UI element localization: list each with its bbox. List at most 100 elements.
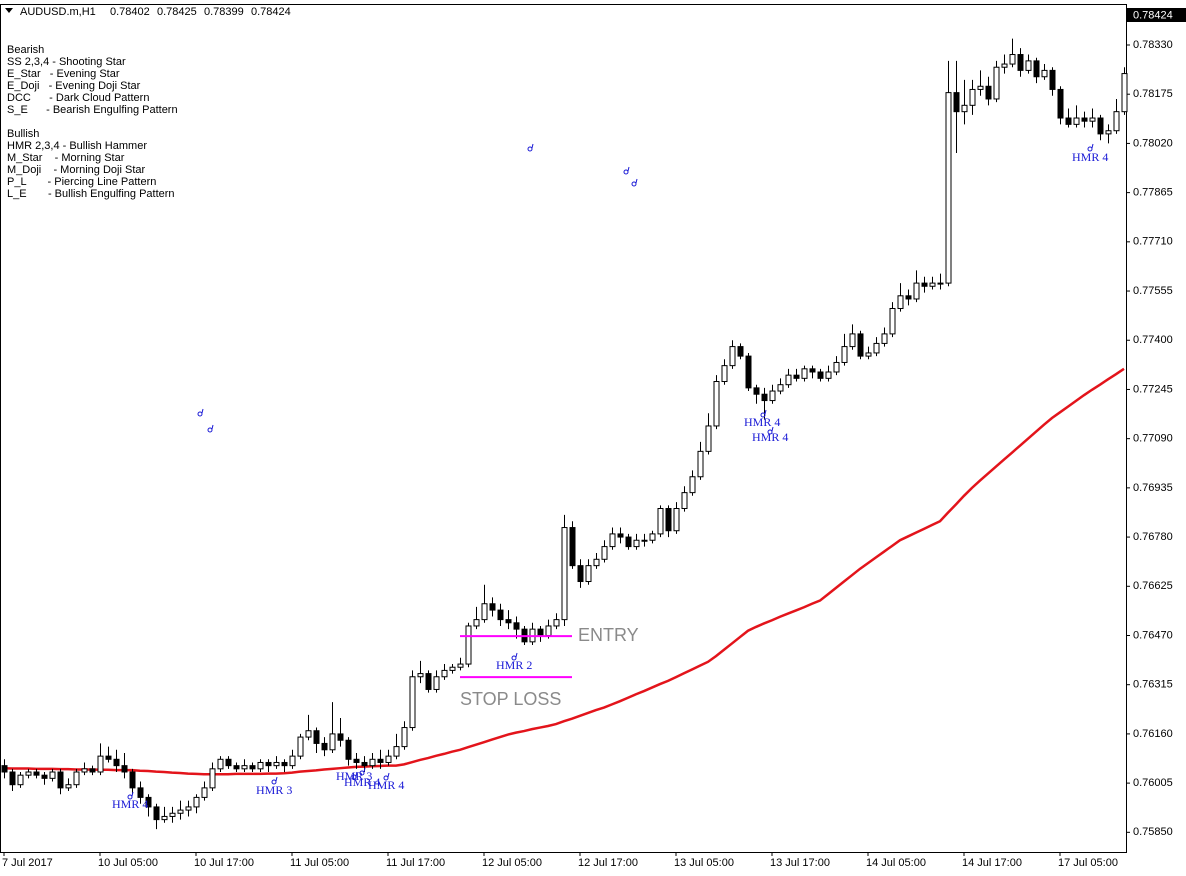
candle-body	[201, 787, 208, 798]
candle-body	[841, 346, 848, 363]
candle-body	[305, 730, 312, 738]
pattern-marker	[767, 426, 774, 435]
candle-body	[993, 66, 1000, 100]
header-low: 0.78399	[204, 6, 244, 18]
candle-body	[1121, 73, 1128, 113]
plot-frame	[0, 4, 1127, 853]
candle-body	[137, 787, 144, 798]
candle-body	[881, 333, 888, 344]
candle-body	[25, 771, 32, 776]
candle-body	[961, 104, 968, 113]
menu-arrow[interactable]	[5, 8, 13, 13]
candle-body	[41, 774, 48, 779]
candle-body	[233, 765, 240, 770]
candle-body	[969, 88, 976, 106]
candle-body	[513, 622, 520, 630]
candle-body	[193, 796, 200, 808]
pattern-marker	[359, 767, 366, 776]
candle-body	[177, 809, 184, 814]
candle-body	[265, 761, 272, 767]
candle-body	[241, 765, 248, 770]
candle-body	[681, 492, 688, 510]
pattern-label: HMR 2	[496, 658, 532, 672]
candle-body	[385, 755, 392, 763]
y-tick-label: 0.76160	[1133, 728, 1173, 740]
note: Bullish	[7, 128, 39, 140]
candle-body	[777, 384, 784, 392]
candle-body	[281, 761, 288, 767]
candle-body	[1001, 63, 1008, 68]
pattern-marker	[271, 776, 278, 785]
candle-body	[649, 533, 656, 541]
candle-body	[441, 669, 448, 678]
candle-body	[169, 812, 176, 817]
note: E_Doji - Evening Doji Star	[7, 80, 141, 92]
pattern-marker	[1087, 143, 1094, 152]
candle-body	[65, 784, 72, 789]
header-open: 0.78402	[110, 6, 150, 18]
note: S_E - Bearish Engulfing Pattern	[7, 104, 178, 116]
candle-body	[337, 733, 344, 741]
candle-body	[953, 92, 960, 113]
y-tick-label: 0.77090	[1133, 433, 1173, 445]
pattern-marker	[351, 771, 358, 780]
candle-body	[329, 733, 336, 751]
candle-body	[49, 771, 56, 779]
candle-body	[113, 758, 120, 767]
candle-body	[1065, 117, 1072, 125]
candle-body	[705, 425, 712, 452]
candle-body	[313, 730, 320, 744]
candle-body	[473, 619, 480, 627]
y-tick-label: 0.76935	[1133, 482, 1173, 494]
note: DCC - Dark Cloud Pattern	[7, 92, 149, 104]
candle-body	[537, 628, 544, 636]
note: SS 2,3,4 - Shooting Star	[7, 56, 126, 68]
pattern-label: HMR 4	[1072, 150, 1108, 164]
note: M_Doji - Morning Doji Star	[7, 164, 145, 176]
x-tick-label: 7 Jul 2017	[2, 857, 53, 869]
candle-body	[1073, 117, 1080, 125]
header-high: 0.78425	[157, 6, 197, 18]
x-tick-label: 11 Jul 05:00	[290, 857, 349, 869]
candle-body	[273, 761, 280, 767]
candle-body	[209, 768, 216, 789]
price-badge	[1127, 8, 1186, 22]
pattern-label: HMR 3	[336, 769, 372, 783]
x-tick-label: 13 Jul 05:00	[674, 857, 734, 869]
y-tick-label: 0.75850	[1133, 826, 1173, 838]
y-tick-label: 0.77865	[1133, 187, 1173, 199]
y-tick-label: 0.77710	[1133, 236, 1173, 248]
candle-body	[457, 663, 464, 668]
pattern-marker	[631, 178, 638, 187]
pattern-marker	[760, 409, 767, 418]
x-tick-label: 11 Jul 17:00	[386, 857, 445, 869]
candle-body	[129, 771, 136, 789]
note: Bearish	[7, 44, 44, 56]
candle-body	[897, 295, 904, 309]
candle-body	[1057, 88, 1064, 119]
candle-body	[857, 333, 864, 357]
candle-body	[585, 565, 592, 583]
candle-body	[121, 765, 128, 773]
candle-body	[985, 85, 992, 100]
x-tick-label: 13 Jul 17:00	[770, 857, 830, 869]
candle-body	[697, 450, 704, 478]
y-tick-label: 0.78020	[1133, 137, 1173, 149]
candle-body	[417, 673, 424, 678]
pattern-label: HMR 4	[112, 797, 148, 811]
candle-body	[377, 758, 384, 763]
candle-body	[633, 539, 640, 548]
header-close: 0.78424	[251, 6, 291, 18]
candle-body	[657, 508, 664, 535]
candle-body	[761, 393, 768, 402]
pattern-marker	[207, 424, 214, 433]
candle-body	[937, 282, 944, 285]
candle-body	[353, 758, 360, 763]
candle-body	[609, 533, 616, 548]
candle-body	[825, 371, 832, 379]
candle-body	[1081, 117, 1088, 122]
y-tick-label: 0.76005	[1133, 777, 1173, 789]
candle-body	[577, 565, 584, 583]
candle-body	[505, 619, 512, 624]
y-tick-label: 0.77400	[1133, 334, 1173, 346]
